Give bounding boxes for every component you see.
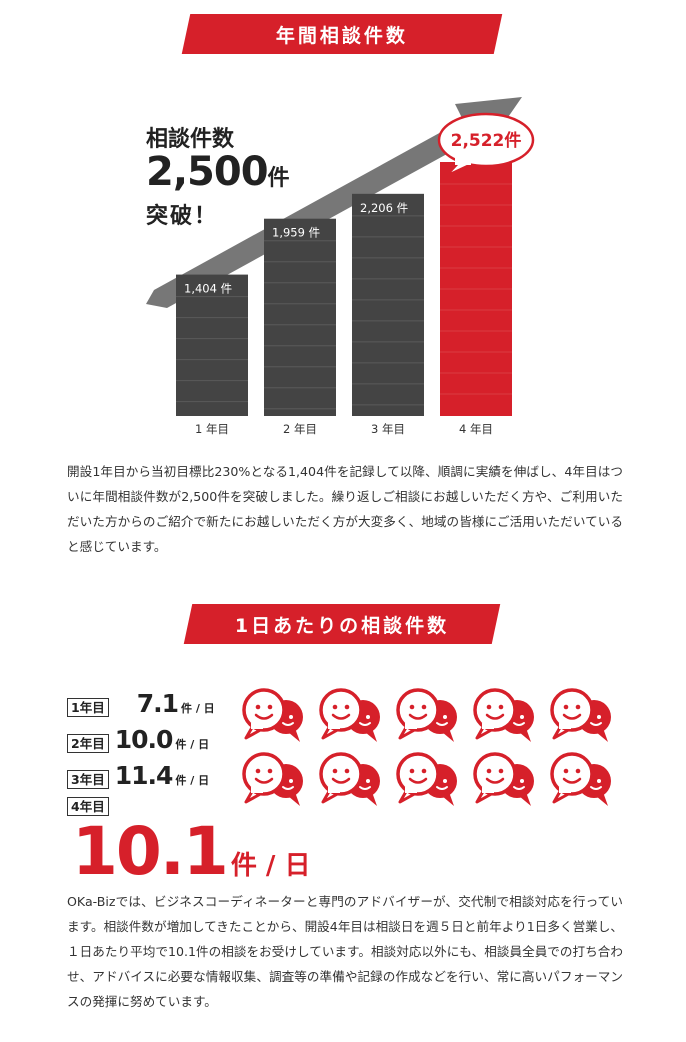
x-tick-label: 1 年目 — [195, 422, 229, 436]
year4-daily-value: 10.1 件 / 日 — [72, 814, 310, 890]
year4-daily-unit: 件 / 日 — [230, 851, 311, 881]
chat-faces-icon — [242, 688, 303, 742]
year4-daily-number: 10.1 — [72, 813, 229, 890]
chat-faces-icon — [550, 688, 611, 742]
x-tick-label: 4 年目 — [459, 422, 493, 436]
growth-arrow-icon — [146, 97, 522, 308]
daily-description: OKa-Bizでは、ビジネスコーディネーターと専門のアドバイザーが、交代制で相談… — [67, 894, 623, 1009]
year-label: 1年目 — [67, 698, 109, 717]
bar-value-label: 2,206 件 — [360, 201, 408, 215]
chat-faces-icon — [550, 752, 611, 806]
bar-value-label: 2,522件 — [451, 130, 522, 151]
chat-faces-grid — [242, 688, 611, 806]
section-title-annual-text: 年間相談件数 — [275, 24, 408, 47]
section-title-annual: 年間相談件数 — [181, 14, 503, 54]
year-label: 3年目 — [67, 770, 109, 789]
headline-line3: 突破！ — [146, 204, 219, 229]
chat-faces-icon — [242, 752, 303, 806]
headline-number-unit: 件 — [267, 166, 290, 191]
chat-faces-icon — [396, 752, 457, 806]
daily-value: 11.4 — [114, 761, 174, 790]
headline-number-value: 2,500 — [146, 149, 269, 195]
bar-value-label: 1,959 件 — [272, 226, 320, 240]
daily-value: 7.1 — [136, 689, 179, 718]
section-title-daily-text: 1日あたりの相談件数 — [234, 614, 450, 637]
chat-faces-icon — [319, 752, 380, 806]
headline-line1: 相談件数 — [146, 127, 235, 152]
year4-label: 4年目 — [67, 797, 109, 816]
callout-tail-mask — [455, 157, 471, 165]
daily-row-year3: 3年目 11.4 件 / 日 — [67, 761, 209, 790]
annual-consultations-chart: 1,404 件 1,959 件 2,206 件 2,522件 1 年目 2 年目 3 年目… — [146, 97, 535, 436]
daily-row-year2: 2年目 10.0 件 / 日 — [67, 725, 209, 754]
daily-unit: 件 / 日 — [175, 738, 210, 751]
year-label: 2年目 — [67, 734, 109, 753]
bar — [352, 193, 424, 416]
chat-faces-icon — [473, 688, 534, 742]
callout-bubble — [437, 112, 535, 168]
headline-number: 2,500件 — [146, 150, 290, 201]
daily-row-year1: 1年目 7.1 件 / 日 — [67, 689, 215, 718]
daily-unit: 件 / 日 — [175, 774, 210, 787]
bar — [440, 162, 512, 416]
x-tick-label: 3 年目 — [371, 422, 405, 436]
chat-faces-icon — [473, 752, 534, 806]
x-tick-label: 2 年目 — [283, 422, 317, 436]
bar-value-label: 1,404 件 — [184, 282, 232, 296]
daily-value: 10.0 — [114, 725, 174, 754]
chat-faces-icon — [319, 688, 380, 742]
bar — [264, 218, 336, 416]
bar — [176, 274, 248, 416]
annual-description: 開設1年目から当初目標比230%となる1,404件を記録して以降、順調に実績を伸… — [67, 464, 623, 554]
section-title-daily: 1日あたりの相談件数 — [183, 604, 501, 644]
chat-faces-icon — [396, 688, 457, 742]
daily-unit: 件 / 日 — [181, 702, 215, 715]
